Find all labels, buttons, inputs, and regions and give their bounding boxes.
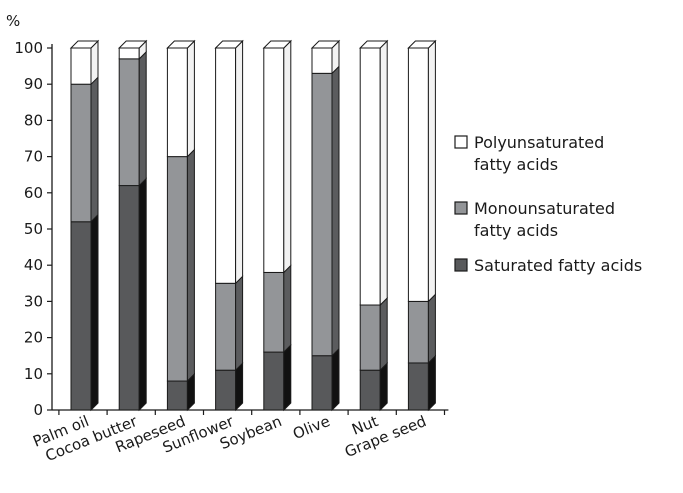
y-tick-label: 50 xyxy=(24,220,43,238)
y-tick-label: 100 xyxy=(14,39,43,57)
legend: Polyunsaturated fatty acids Monounsaturate… xyxy=(454,133,642,275)
bar-segment-side xyxy=(235,275,244,372)
legend-label: Saturated fatty acids xyxy=(474,256,642,275)
bar-segment-side xyxy=(427,39,436,303)
bars xyxy=(69,39,437,412)
y-axis-unit-label: % xyxy=(6,12,20,30)
axes: 0 10 20 30 40 50 60 70 80 90 100 xyxy=(14,39,449,419)
bar-segment xyxy=(215,282,237,371)
bar-segment xyxy=(263,351,285,411)
bar-stack xyxy=(117,39,148,412)
bar-top xyxy=(262,40,293,49)
bar-segment-side xyxy=(283,39,292,274)
bar-segment xyxy=(311,47,333,74)
bar-segment-side xyxy=(331,347,340,412)
bar-segment xyxy=(311,355,333,411)
bar-stack xyxy=(358,39,389,412)
bar-segment xyxy=(407,47,429,302)
bar-stack xyxy=(214,39,244,412)
bar-segment xyxy=(263,271,285,353)
bar-top xyxy=(117,40,148,49)
bar-segment-side xyxy=(138,50,147,187)
bar-segment xyxy=(70,83,92,223)
y-tick-label: 80 xyxy=(24,111,43,129)
bar-segment xyxy=(166,380,188,411)
y-tick-label: 40 xyxy=(24,256,43,274)
bar-segment-side xyxy=(379,39,388,307)
bar-stack xyxy=(69,39,100,412)
bar-top xyxy=(407,40,437,49)
bar-segment-side xyxy=(331,65,340,357)
bar-segment-side xyxy=(379,361,388,412)
bar-top xyxy=(214,40,244,49)
y-tick-label: 70 xyxy=(24,148,43,166)
legend-label: fatty acids xyxy=(474,155,558,174)
bar-segment xyxy=(359,369,381,411)
bar-stack xyxy=(166,39,196,412)
legend-swatch xyxy=(454,135,468,149)
y-tick-label: 90 xyxy=(24,75,43,93)
bar-segment xyxy=(70,221,92,411)
y-tick-label: 30 xyxy=(24,292,43,310)
bar-top xyxy=(358,40,389,49)
bar-segment xyxy=(263,47,285,273)
bar-segment-side xyxy=(427,293,436,365)
bar-segment xyxy=(166,47,188,158)
bar-segment xyxy=(359,304,381,371)
bar-segment xyxy=(407,362,429,411)
legend-label: Monounsaturated xyxy=(474,199,615,218)
y-tick-label: 20 xyxy=(24,329,43,347)
bar-segment-side xyxy=(186,148,195,383)
bar-segment-side xyxy=(235,39,244,285)
bar-segment xyxy=(118,47,140,60)
bar-segment xyxy=(215,47,237,284)
bar-segment xyxy=(359,47,381,306)
y-tick-label: 10 xyxy=(24,365,43,383)
y-tick-label: 0 xyxy=(33,401,43,419)
bar-stack xyxy=(310,39,341,412)
y-tick-label: 60 xyxy=(24,184,43,202)
bar-segment-side xyxy=(186,39,195,158)
bar-segment-side xyxy=(427,354,436,412)
legend-swatch xyxy=(454,258,468,272)
legend-swatch xyxy=(454,201,468,215)
x-category-label: Olive xyxy=(290,412,332,443)
bar-top xyxy=(166,40,196,49)
bar-segment xyxy=(407,300,429,364)
legend-label: Polyunsaturated xyxy=(474,133,604,152)
bar-segment xyxy=(311,72,333,357)
bar-segment-side xyxy=(283,343,292,412)
bar-top xyxy=(310,40,341,49)
bar-segment xyxy=(215,369,237,411)
bar-stack xyxy=(262,39,293,412)
bar-segment-side xyxy=(283,264,292,354)
bar-segment xyxy=(118,185,140,411)
bar-top xyxy=(69,40,100,49)
bar-segment xyxy=(166,156,188,382)
bar-segment-side xyxy=(90,213,99,412)
legend-label: fatty acids xyxy=(474,221,558,240)
bar-segment-side xyxy=(138,177,147,412)
bar-segment-side xyxy=(379,296,388,372)
bar-segment-side xyxy=(90,75,99,223)
bar-segment xyxy=(70,47,92,85)
bar-segment xyxy=(118,58,140,187)
bar-stack xyxy=(407,39,437,412)
bar-segment-side xyxy=(235,361,244,412)
